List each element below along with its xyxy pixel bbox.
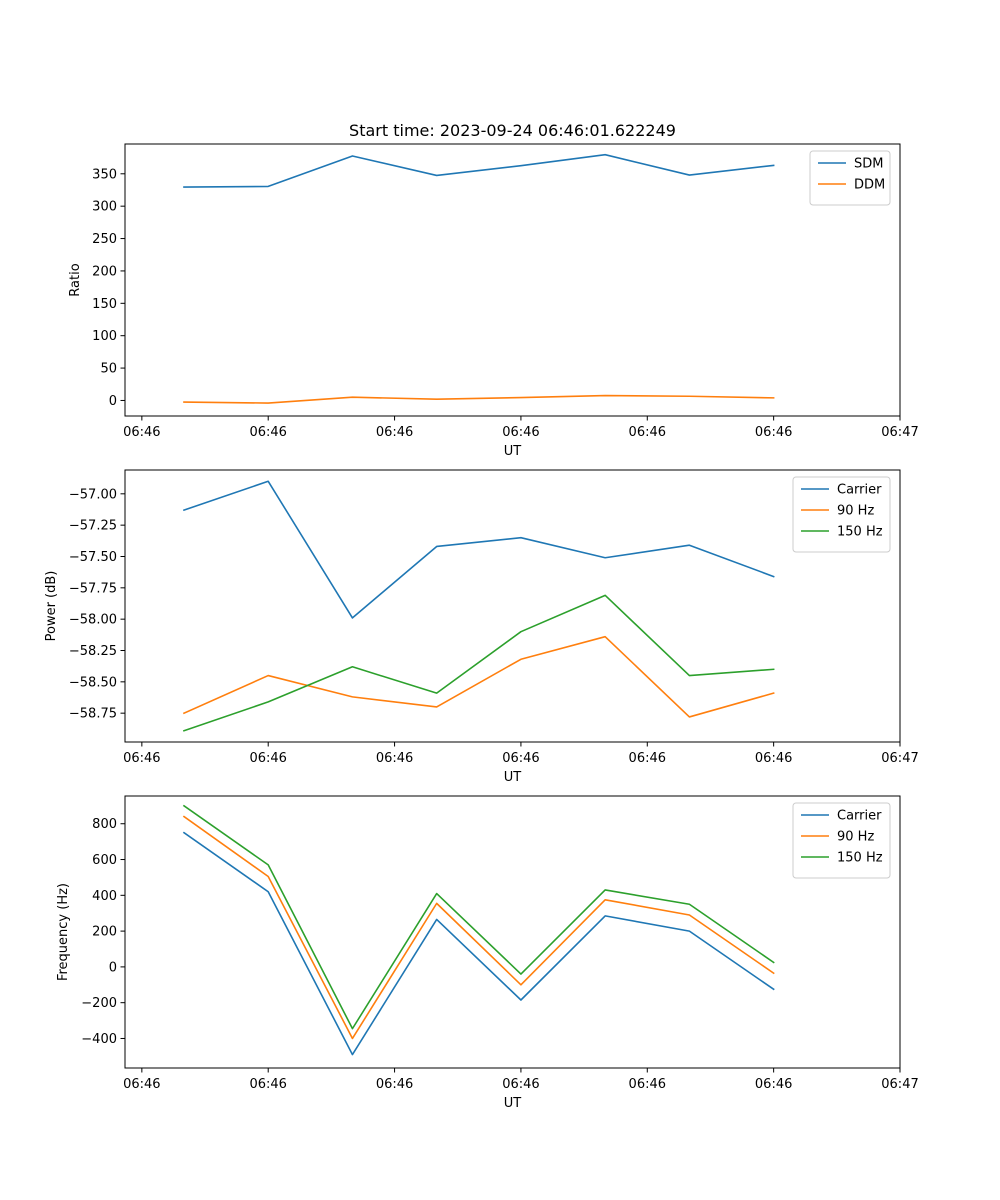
legend-label: 150 Hz [837, 851, 883, 866]
x-tick-label: 06:46 [123, 1077, 160, 1092]
x-axis-label: UT [504, 770, 522, 785]
legend-label: Carrier [837, 483, 882, 498]
y-tick-label: 100 [92, 329, 117, 344]
series-line-sdm [183, 153, 775, 188]
y-tick-label: −57.25 [69, 519, 117, 534]
chart-panel-1: 06:46 06:46 06:46 06:46 06:46 06:46 06:47 0 50 10… [68, 143, 919, 459]
x-tick-label: 06:46 [249, 1077, 286, 1092]
y-tick-label: 0 [109, 960, 117, 975]
y-tick-label: 150 [92, 297, 117, 312]
axes-frame [124, 469, 901, 743]
legend-box [792, 802, 891, 879]
y-tick-label: 800 [92, 817, 117, 832]
y-axis-label: Frequency (Hz) [56, 883, 71, 981]
legend-label: DDM [854, 178, 885, 193]
y-axis-label: Ratio [68, 263, 83, 296]
x-axis-label: UT [504, 1096, 522, 1111]
y-tick-label: −400 [81, 1032, 117, 1047]
y-tick-label: 350 [92, 167, 117, 182]
legend: Carrier 90 Hz 150 Hz [792, 802, 891, 879]
chart-panels: 06:46 06:46 06:46 06:46 06:46 06:46 06:47 0 50 10… [44, 143, 919, 1111]
axes-frame [124, 143, 901, 417]
x-tick-label: 06:46 [629, 1077, 666, 1092]
y-tick-label: 400 [92, 889, 117, 904]
x-tick-label: 06:46 [123, 425, 160, 440]
y-tick-label: −58.25 [69, 644, 117, 659]
legend: Carrier 90 Hz 150 Hz [792, 476, 891, 553]
y-tick-label: 300 [92, 200, 117, 215]
legend: SDM DDM [809, 150, 891, 206]
y-tick-label: 0 [109, 394, 117, 409]
x-tick-label: 06:46 [755, 751, 792, 766]
y-tick-label: −57.00 [69, 487, 117, 502]
x-tick-label: 06:47 [881, 1077, 918, 1092]
y-tick-label: −58.00 [69, 613, 117, 628]
legend-label: 90 Hz [837, 504, 874, 519]
x-tick-label: 06:46 [629, 425, 666, 440]
series-line-carrier [182, 480, 775, 619]
y-tick-label: −57.50 [69, 550, 117, 565]
x-tick-label: 06:46 [123, 751, 160, 766]
y-tick-label: 200 [92, 264, 117, 279]
series-line-90-hz [182, 635, 775, 718]
legend-box [792, 476, 891, 553]
chart-panel-2: 06:46 06:46 06:46 06:46 06:46 06:46 06:47 −58.7… [44, 469, 919, 785]
y-tick-label: −200 [81, 996, 117, 1011]
figure-title: Start time: 2023-09-24 06:46:01.622249 [349, 121, 676, 140]
series-line-150-hz [182, 804, 775, 1030]
x-tick-label: 06:46 [249, 425, 286, 440]
y-tick-label: −57.75 [69, 581, 117, 596]
y-tick-label: −58.75 [69, 707, 117, 722]
y-tick-label: 250 [92, 232, 117, 247]
legend-label: 150 Hz [837, 525, 883, 540]
y-tick-label: 600 [92, 853, 117, 868]
x-tick-label: 06:46 [502, 425, 539, 440]
chart-panel-3: 06:46 06:46 06:46 06:46 06:46 06:46 06:47 −400 −… [56, 795, 919, 1111]
legend-label: Carrier [837, 809, 882, 824]
legend-label: SDM [854, 157, 883, 172]
x-tick-label: 06:47 [881, 425, 918, 440]
series-line-150-hz [182, 594, 775, 732]
x-tick-label: 06:46 [376, 751, 413, 766]
x-tick-label: 06:46 [755, 1077, 792, 1092]
x-tick-label: 06:46 [376, 425, 413, 440]
legend-label: 90 Hz [837, 830, 874, 845]
x-tick-label: 06:46 [502, 1077, 539, 1092]
legend-box [809, 150, 891, 206]
y-tick-label: 200 [92, 925, 117, 940]
series-line-ddm [183, 394, 775, 404]
axes-frame [124, 795, 901, 1069]
x-tick-label: 06:46 [502, 751, 539, 766]
y-tick-label: −58.50 [69, 675, 117, 690]
x-tick-label: 06:46 [629, 751, 666, 766]
series-line-carrier [182, 831, 775, 1056]
series-line-90-hz [182, 815, 775, 1040]
x-tick-label: 06:46 [376, 1077, 413, 1092]
x-tick-label: 06:46 [249, 751, 286, 766]
x-tick-label: 06:47 [881, 751, 918, 766]
y-tick-label: 50 [100, 362, 117, 377]
x-axis-label: UT [504, 444, 522, 459]
y-axis-label: Power (dB) [44, 571, 59, 642]
x-tick-label: 06:46 [755, 425, 792, 440]
